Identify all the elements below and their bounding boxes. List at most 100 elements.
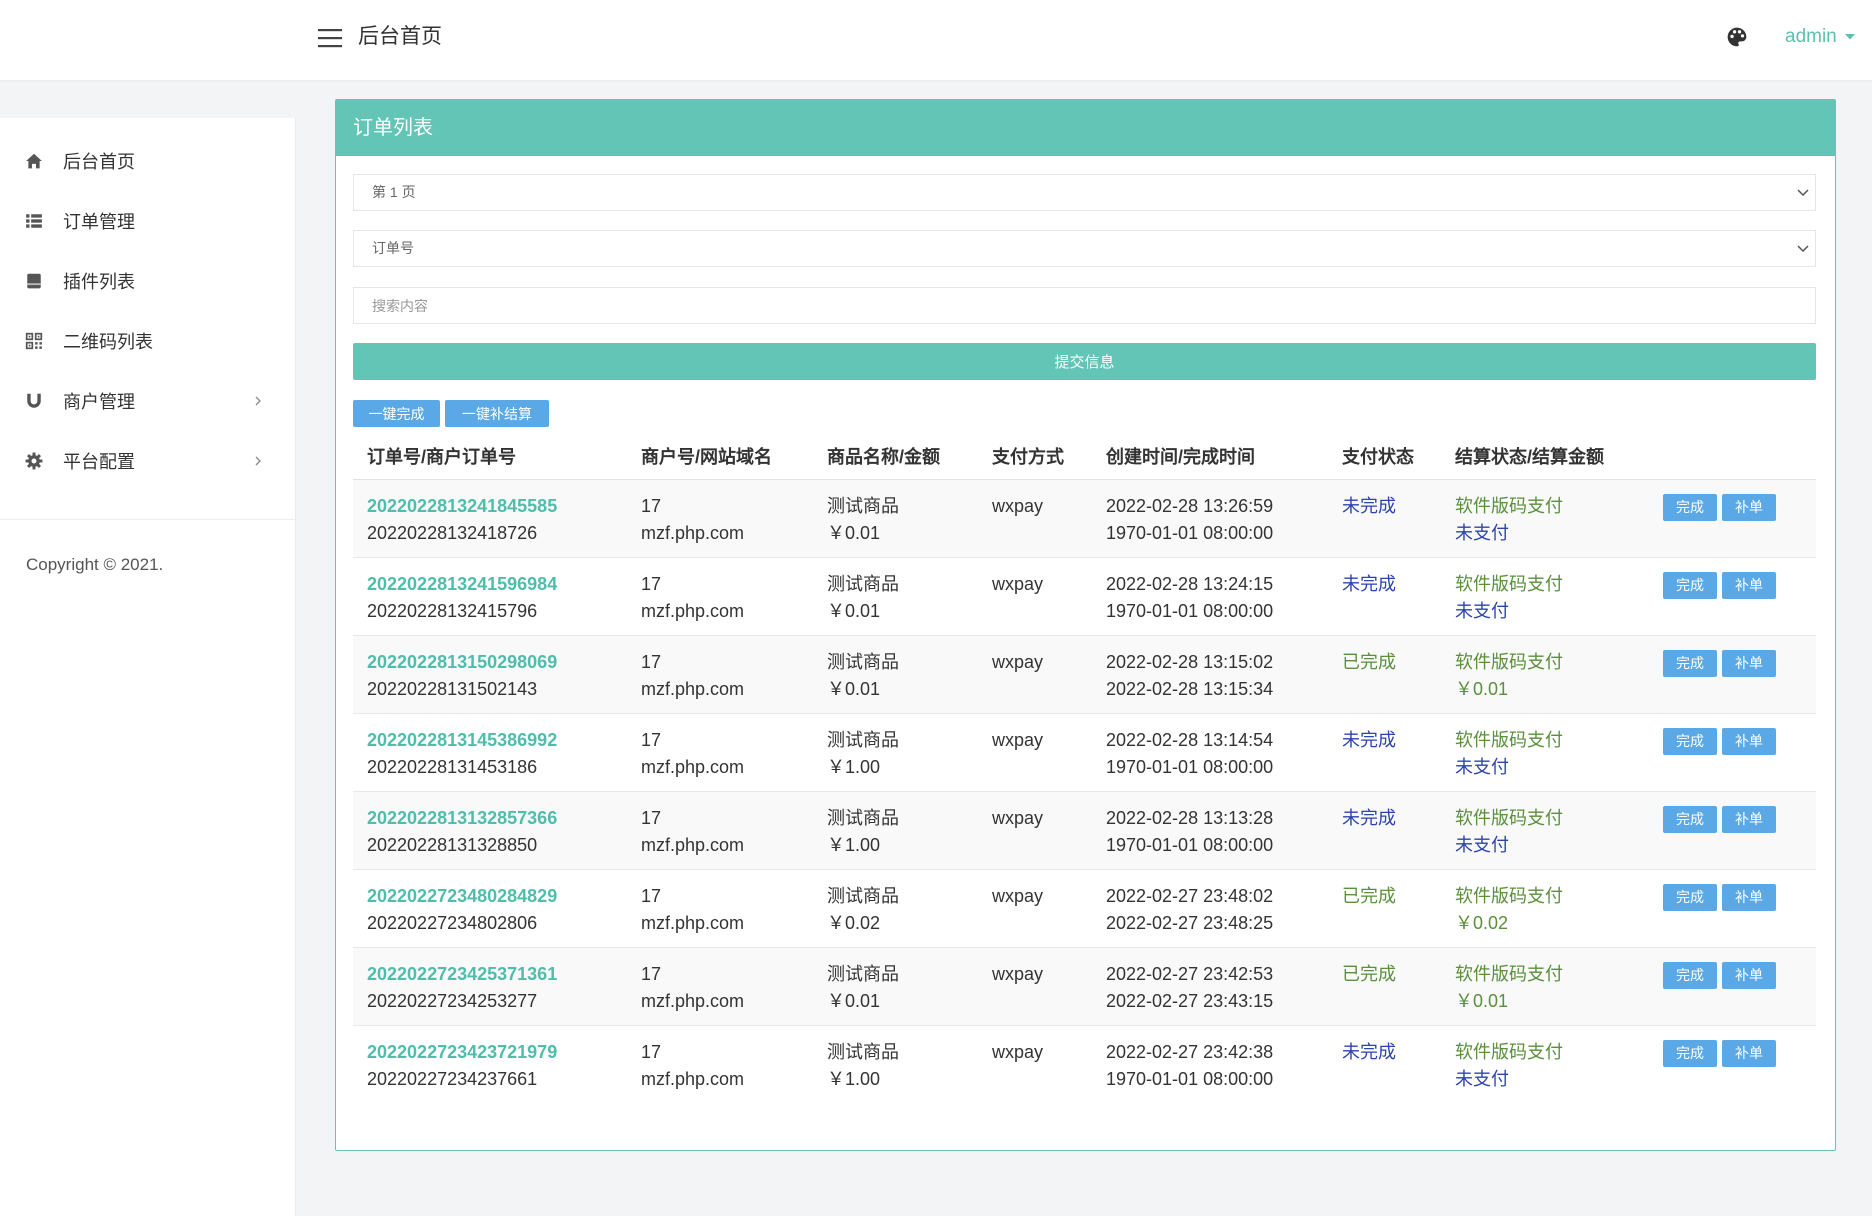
order-amount: ￥1.00: [827, 756, 881, 777]
sidebar-item-platform-settings[interactable]: 平台配置: [0, 431, 295, 491]
complete-button[interactable]: 完成: [1663, 883, 1717, 911]
sidebar-item-home[interactable]: 后台首页: [0, 131, 295, 191]
reissue-button[interactable]: 补单: [1722, 727, 1776, 755]
pay-status: 未完成: [1342, 1041, 1396, 1062]
pay-method-cell: wxpay: [992, 556, 1106, 635]
order-number-link[interactable]: 2022022723423721979: [367, 1041, 558, 1062]
settle-method: 软件版码支付: [1455, 573, 1563, 594]
settle-method: 软件版码支付: [1455, 651, 1563, 672]
user-menu[interactable]: admin: [1785, 24, 1855, 50]
search-field-select[interactable]: 订单号: [353, 230, 1816, 267]
complete-button[interactable]: 完成: [1663, 805, 1717, 833]
sidebar: 后台首页 订单管理 插件列表: [0, 118, 296, 1216]
site-domain: mzf.php.com: [641, 912, 745, 933]
merchant-cell: 17 mzf.php.com: [641, 478, 827, 557]
pay-status: 未完成: [1342, 807, 1396, 828]
merchant-id: 17: [641, 885, 662, 906]
actions-cell: 完成 补单: [1663, 556, 1816, 635]
product-name: 测试商品: [827, 651, 899, 672]
reissue-button[interactable]: 补单: [1722, 961, 1776, 989]
complete-button[interactable]: 完成: [1663, 727, 1717, 755]
order-number-link[interactable]: 2022022723425371361: [367, 963, 558, 984]
reissue-button[interactable]: 补单: [1722, 649, 1776, 677]
pay-method: wxpay: [992, 729, 1044, 750]
pay-status-cell: 未完成: [1342, 478, 1455, 557]
order-number-link[interactable]: 2022022813150298069: [367, 651, 558, 672]
merchant-id: 17: [641, 729, 662, 750]
table-row: 2022022813145386992 20220228131453186 17…: [353, 712, 1816, 791]
product-name: 测试商品: [827, 573, 899, 594]
time-cell: 2022-02-27 23:48:02 2022-02-27 23:48:25: [1106, 868, 1342, 947]
table-row: 2022022723423721979 20220227234237661 17…: [353, 1024, 1816, 1103]
product-cell: 测试商品 ￥0.01: [827, 634, 992, 713]
bulk-settle-button[interactable]: 一键补结算: [445, 400, 549, 427]
created-time: 2022-02-28 13:24:15: [1106, 573, 1274, 594]
product-name: 测试商品: [827, 1041, 899, 1062]
product-cell: 测试商品 ￥0.01: [827, 946, 992, 1025]
bulk-complete-button[interactable]: 一键完成: [353, 400, 440, 427]
product-cell: 测试商品 ￥0.02: [827, 868, 992, 947]
caret-down-icon: [1844, 34, 1855, 40]
pay-status: 未完成: [1342, 573, 1396, 594]
merchant-cell: 17 mzf.php.com: [641, 946, 827, 1025]
pay-method: wxpay: [992, 651, 1044, 672]
pay-status-cell: 未完成: [1342, 790, 1455, 869]
reissue-button[interactable]: 补单: [1722, 805, 1776, 833]
complete-button[interactable]: 完成: [1663, 1039, 1717, 1067]
chevron-down-icon: [1797, 189, 1809, 196]
actions-cell: 完成 补单: [1663, 1024, 1816, 1103]
magnet-icon: [27, 393, 41, 408]
search-input[interactable]: [353, 287, 1816, 324]
complete-button[interactable]: 完成: [1663, 493, 1717, 521]
sidebar-item-orders[interactable]: 订单管理: [0, 191, 295, 251]
complete-button[interactable]: 完成: [1663, 571, 1717, 599]
sidebar-item-merchants[interactable]: 商户管理: [0, 371, 295, 431]
reissue-button[interactable]: 补单: [1722, 493, 1776, 521]
settle-method: 软件版码支付: [1455, 495, 1563, 516]
product-cell: 测试商品 ￥0.01: [827, 556, 992, 635]
settle-cell: 软件版码支付 ￥0.02: [1455, 868, 1663, 947]
merchant-cell: 17 mzf.php.com: [641, 868, 827, 947]
order-number-link[interactable]: 2022022723480284829: [367, 885, 558, 906]
merchant-order-number: 20220228131328850: [367, 834, 538, 855]
reissue-button[interactable]: 补单: [1722, 883, 1776, 911]
site-domain: mzf.php.com: [641, 756, 745, 777]
complete-button[interactable]: 完成: [1663, 961, 1717, 989]
order-amount: ￥0.02: [827, 912, 881, 933]
table-row: 2022022813150298069 20220228131502143 17…: [353, 634, 1816, 713]
hamburger-icon[interactable]: [318, 28, 344, 48]
merchant-id: 17: [641, 495, 662, 516]
sidebar-item-plugins[interactable]: 插件列表: [0, 251, 295, 311]
page-select[interactable]: 第 1 页: [353, 174, 1816, 211]
sidebar-item-qrcodes[interactable]: 二维码列表: [0, 311, 295, 371]
merchant-order-number: 20220228132415796: [367, 600, 538, 621]
order-cell: 2022022813241596984 20220228132415796: [353, 556, 641, 635]
order-number-link[interactable]: 2022022813145386992: [367, 729, 558, 750]
plugin-icon: [27, 273, 41, 289]
pay-method-cell: wxpay: [992, 634, 1106, 713]
column-header: 支付状态: [1342, 433, 1455, 480]
reissue-button[interactable]: 补单: [1722, 571, 1776, 599]
created-time: 2022-02-27 23:42:53: [1106, 963, 1274, 984]
list-icon: [26, 214, 42, 228]
reissue-button[interactable]: 补单: [1722, 1039, 1776, 1067]
pay-status-cell: 已完成: [1342, 634, 1455, 713]
order-number-link[interactable]: 2022022813132857366: [367, 807, 558, 828]
pay-method-cell: wxpay: [992, 868, 1106, 947]
panel-header: 订单列表: [336, 100, 1835, 156]
merchant-cell: 17 mzf.php.com: [641, 712, 827, 791]
order-amount: ￥0.01: [827, 522, 881, 543]
order-number-link[interactable]: 2022022813241596984: [367, 573, 558, 594]
merchant-id: 17: [641, 573, 662, 594]
column-header: 商户号/网站域名: [641, 433, 827, 480]
merchant-cell: 17 mzf.php.com: [641, 790, 827, 869]
pay-status: 未完成: [1342, 495, 1396, 516]
product-cell: 测试商品 ￥1.00: [827, 790, 992, 869]
submit-button[interactable]: 提交信息: [353, 343, 1816, 380]
pay-method: wxpay: [992, 885, 1044, 906]
order-amount: ￥0.01: [827, 990, 881, 1011]
complete-button[interactable]: 完成: [1663, 649, 1717, 677]
settle-status: 未支付: [1455, 756, 1509, 777]
palette-icon[interactable]: [1726, 26, 1748, 48]
order-number-link[interactable]: 2022022813241845585: [367, 495, 558, 516]
